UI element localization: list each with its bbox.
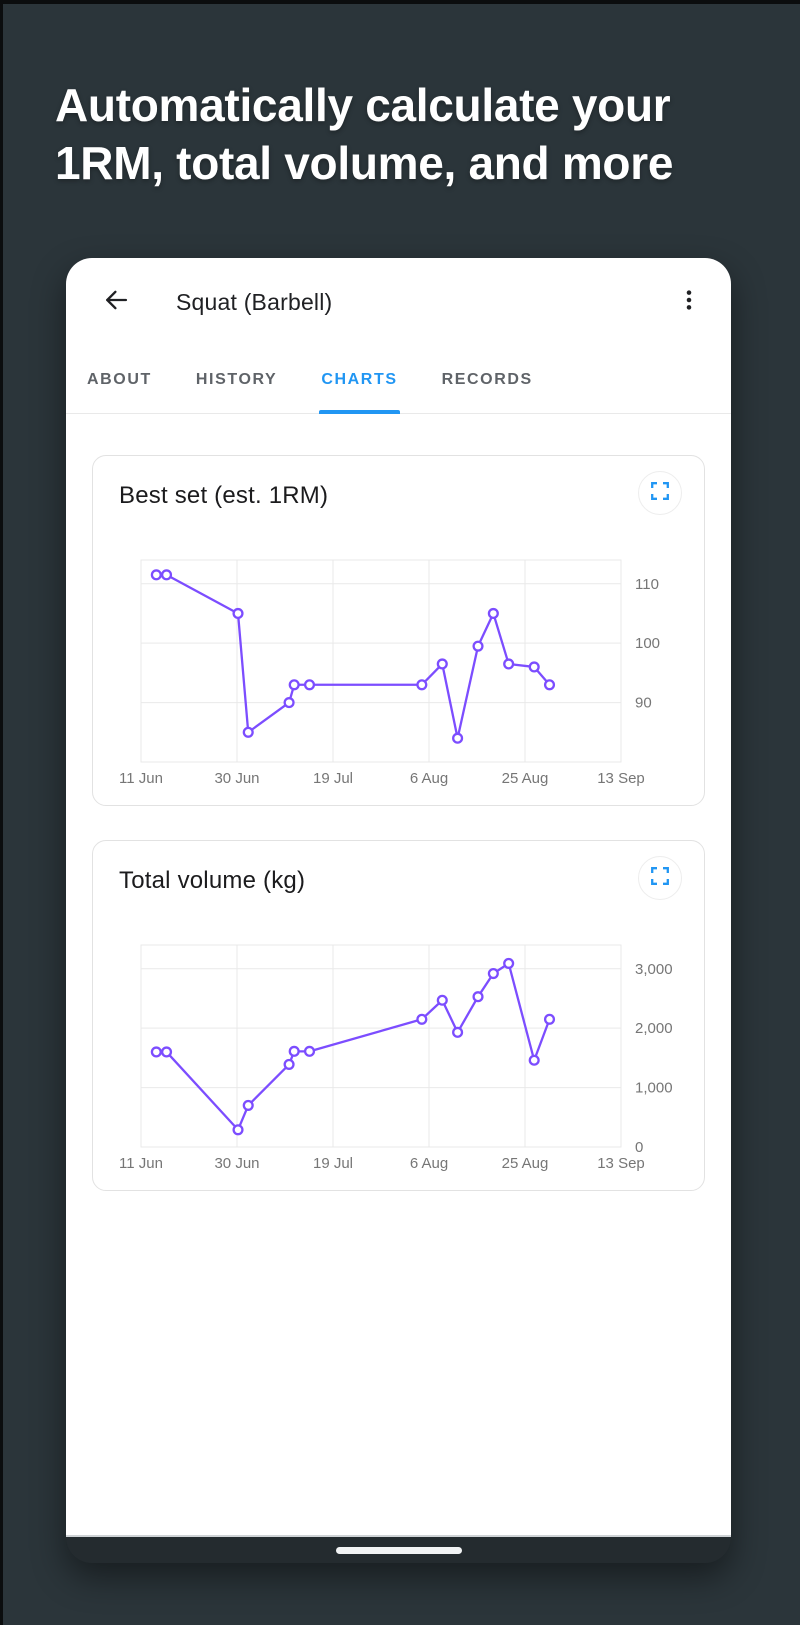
svg-text:19 Jul: 19 Jul [313,770,353,787]
svg-text:25 Aug: 25 Aug [502,1155,549,1172]
fullscreen-icon [650,481,670,506]
svg-text:11 Jun: 11 Jun [119,770,163,787]
expand-chart-button[interactable] [638,471,682,515]
best-set-chart-card: Best set (est. 1RM) 11 Jun 30 Jun 19 Jul 6 … [92,455,705,806]
back-button[interactable] [98,284,134,320]
svg-text:1,000: 1,000 [635,1080,673,1097]
hero-heading-line-1: Automatically calculate your [55,79,671,131]
app-screen: Squat (Barbell) ABOUT HISTORY CHARTS RECORD… [66,258,731,1537]
svg-text:30 Jun: 30 Jun [214,770,259,787]
phone-mockup: Squat (Barbell) ABOUT HISTORY CHARTS RECORD… [66,258,731,1563]
svg-text:2,000: 2,000 [635,1020,673,1037]
svg-text:25 Aug: 25 Aug [502,770,549,787]
chart-title: Best set (est. 1RM) [119,482,329,509]
page-title: Squat (Barbell) [176,288,333,315]
chart-title: Total volume (kg) [119,867,306,894]
screenshot-top-border [0,0,800,4]
fullscreen-icon [650,866,670,891]
tab-history[interactable]: HISTORY [195,371,278,388]
svg-text:0: 0 [635,1139,643,1156]
total-volume-line-chart: 11 Jun 30 Jun 19 Jul 6 Aug 25 Aug 13 Sep 0 1,00… [93,941,706,1189]
hero-heading: Automatically calculate your 1RM, total … [55,76,755,192]
home-indicator[interactable] [335,1546,462,1554]
phone-bottom-bezel [66,1537,731,1563]
charts-content: Best set (est. 1RM) 11 Jun 30 Jun 19 Jul 6 … [66,414,731,1191]
tab-about[interactable]: ABOUT [87,371,152,388]
svg-text:100: 100 [635,635,660,652]
best-set-line-chart: 11 Jun 30 Jun 19 Jul 6 Aug 25 Aug 13 Sep 90 100… [93,556,706,804]
svg-text:11 Jun: 11 Jun [119,1155,163,1172]
svg-text:13 Sep: 13 Sep [597,1155,645,1172]
kebab-menu-icon [676,287,702,318]
svg-text:19 Jul: 19 Jul [313,1155,353,1172]
svg-text:6 Aug: 6 Aug [410,770,448,787]
tab-charts[interactable]: CHARTS [319,346,400,414]
svg-text:90: 90 [635,695,652,712]
tab-records[interactable]: RECORDS [441,371,533,388]
expand-chart-button[interactable] [638,856,682,900]
total-volume-chart-card: Total volume (kg) 11 Jun 30 Jun 19 Jul 6 Au… [92,840,705,1191]
app-bar: Squat (Barbell) [66,258,731,346]
screenshot-left-border [0,0,3,1625]
overflow-menu-button[interactable] [671,284,707,320]
svg-text:3,000: 3,000 [635,961,673,978]
svg-text:30 Jun: 30 Jun [214,1155,259,1172]
svg-text:110: 110 [635,576,659,593]
svg-text:6 Aug: 6 Aug [410,1155,448,1172]
hero-heading-line-2: 1RM, total volume, and more [55,137,674,189]
tab-bar: ABOUT HISTORY CHARTS RECORDS [66,346,731,414]
svg-text:13 Sep: 13 Sep [597,770,645,787]
arrow-left-icon [102,286,130,319]
